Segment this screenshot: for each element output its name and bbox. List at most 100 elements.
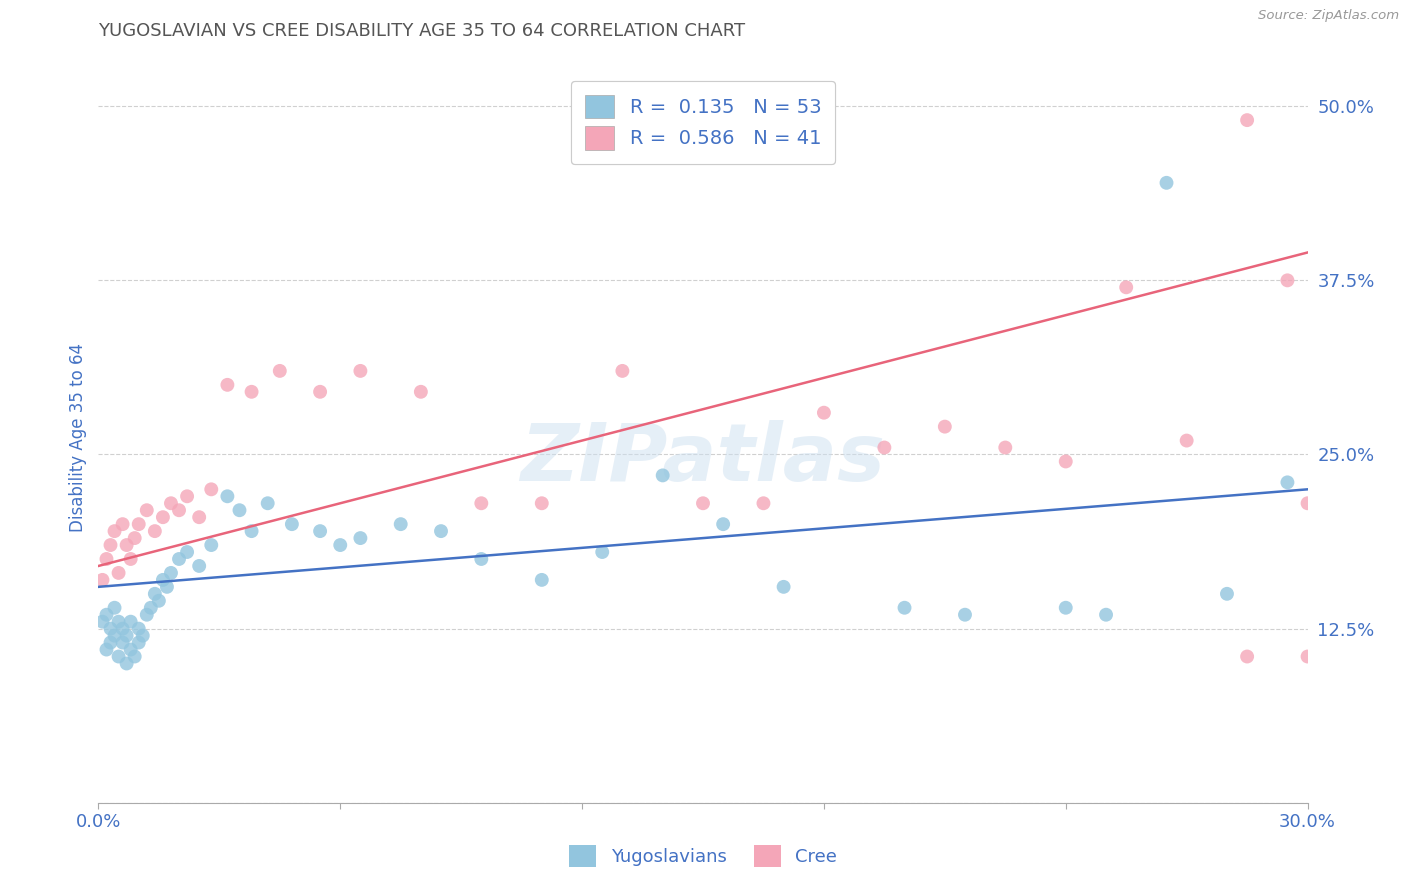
- Point: [139, 600, 162, 615]
- Point: [349, 364, 371, 378]
- Point: [167, 503, 190, 517]
- Point: [167, 552, 190, 566]
- Point: [612, 364, 634, 378]
- Point: [1054, 600, 1077, 615]
- Point: [107, 615, 129, 629]
- Point: [115, 629, 138, 643]
- Point: [176, 545, 198, 559]
- Point: [107, 649, 129, 664]
- Point: [143, 587, 166, 601]
- Point: [470, 496, 492, 510]
- Point: [409, 384, 432, 399]
- Point: [124, 531, 146, 545]
- Point: [128, 635, 150, 649]
- Point: [309, 524, 332, 538]
- Point: [309, 384, 332, 399]
- Point: [1277, 273, 1299, 287]
- Point: [1054, 454, 1077, 468]
- Point: [100, 622, 122, 636]
- Text: Source: ZipAtlas.com: Source: ZipAtlas.com: [1258, 9, 1399, 22]
- Point: [188, 558, 211, 573]
- Point: [1156, 176, 1178, 190]
- Point: [115, 657, 138, 671]
- Point: [256, 496, 278, 510]
- Point: [91, 573, 114, 587]
- Point: [103, 524, 125, 538]
- Point: [132, 629, 155, 643]
- Point: [217, 489, 239, 503]
- Point: [240, 384, 263, 399]
- Point: [530, 573, 553, 587]
- Point: [281, 517, 304, 532]
- Point: [96, 607, 118, 622]
- Point: [692, 496, 714, 510]
- Point: [651, 468, 673, 483]
- Point: [188, 510, 211, 524]
- Point: [152, 573, 174, 587]
- Point: [1296, 649, 1319, 664]
- Point: [240, 524, 263, 538]
- Point: [111, 517, 134, 532]
- Point: [934, 419, 956, 434]
- Point: [124, 649, 146, 664]
- Legend: R =  0.135   N = 53, R =  0.586   N = 41: R = 0.135 N = 53, R = 0.586 N = 41: [571, 81, 835, 163]
- Point: [96, 552, 118, 566]
- Point: [143, 524, 166, 538]
- Point: [1216, 587, 1239, 601]
- Point: [953, 607, 976, 622]
- Point: [217, 377, 239, 392]
- Point: [711, 517, 734, 532]
- Point: [160, 496, 183, 510]
- Legend: Yugoslavians, Cree: Yugoslavians, Cree: [562, 838, 844, 874]
- Point: [160, 566, 183, 580]
- Point: [813, 406, 835, 420]
- Point: [470, 552, 492, 566]
- Point: [1175, 434, 1198, 448]
- Point: [115, 538, 138, 552]
- Point: [111, 635, 134, 649]
- Point: [1236, 649, 1258, 664]
- Point: [994, 441, 1017, 455]
- Point: [107, 566, 129, 580]
- Point: [1296, 496, 1319, 510]
- Point: [156, 580, 179, 594]
- Point: [349, 531, 371, 545]
- Point: [128, 517, 150, 532]
- Point: [591, 545, 613, 559]
- Point: [1095, 607, 1118, 622]
- Point: [100, 538, 122, 552]
- Point: [152, 510, 174, 524]
- Point: [103, 629, 125, 643]
- Point: [128, 622, 150, 636]
- Point: [389, 517, 412, 532]
- Point: [96, 642, 118, 657]
- Point: [873, 441, 896, 455]
- Text: ZIPatlas: ZIPatlas: [520, 420, 886, 498]
- Text: YUGOSLAVIAN VS CREE DISABILITY AGE 35 TO 64 CORRELATION CHART: YUGOSLAVIAN VS CREE DISABILITY AGE 35 TO…: [98, 22, 745, 40]
- Point: [530, 496, 553, 510]
- Point: [200, 483, 222, 497]
- Point: [893, 600, 915, 615]
- Point: [329, 538, 352, 552]
- Point: [176, 489, 198, 503]
- Point: [752, 496, 775, 510]
- Point: [430, 524, 453, 538]
- Point: [1115, 280, 1137, 294]
- Point: [103, 600, 125, 615]
- Point: [148, 594, 170, 608]
- Point: [120, 642, 142, 657]
- Point: [91, 615, 114, 629]
- Point: [120, 552, 142, 566]
- Point: [135, 607, 157, 622]
- Point: [135, 503, 157, 517]
- Point: [100, 635, 122, 649]
- Point: [772, 580, 794, 594]
- Y-axis label: Disability Age 35 to 64: Disability Age 35 to 64: [69, 343, 87, 532]
- Point: [228, 503, 250, 517]
- Point: [120, 615, 142, 629]
- Point: [1277, 475, 1299, 490]
- Point: [111, 622, 134, 636]
- Point: [269, 364, 291, 378]
- Point: [1236, 113, 1258, 128]
- Point: [200, 538, 222, 552]
